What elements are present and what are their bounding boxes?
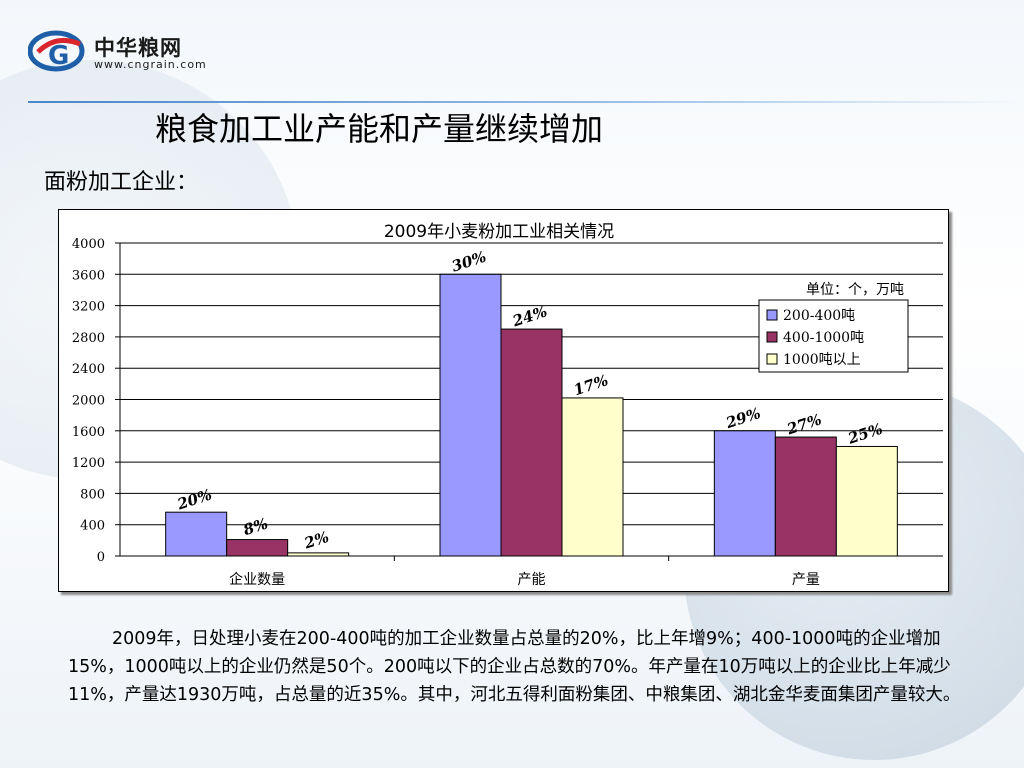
logo-url: www.cngrain.com bbox=[94, 58, 207, 71]
logo-name: 中华粮网 bbox=[94, 36, 182, 60]
bar-1000吨以上-产量 bbox=[835, 445, 898, 557]
y-tick-label: 4000 bbox=[72, 237, 105, 252]
data-label: 29% bbox=[723, 404, 763, 432]
chart-title: 2009年小麦粉加工业相关情况 bbox=[384, 222, 614, 242]
section-subtitle: 面粉加工企业： bbox=[44, 170, 199, 195]
data-label: 2% bbox=[301, 528, 331, 553]
unit-label: 单位：个，万吨 bbox=[806, 282, 904, 298]
bar-1000吨以上-企业数量 bbox=[287, 552, 350, 557]
bar-400-1000吨-企业数量 bbox=[226, 539, 289, 557]
y-tick-label: 2000 bbox=[72, 394, 105, 409]
x-tick-label: 产量 bbox=[792, 572, 820, 588]
y-tick-label: 3200 bbox=[72, 300, 105, 315]
bar-200-400吨-产能 bbox=[439, 273, 502, 557]
legend-box bbox=[758, 299, 909, 373]
data-label: 8% bbox=[241, 514, 270, 539]
y-tick-label: 2800 bbox=[72, 331, 105, 346]
cngrain-logo-icon: G bbox=[28, 30, 85, 72]
data-label: 24% bbox=[510, 302, 550, 330]
data-label: 30% bbox=[449, 248, 488, 276]
y-tick-label: 1200 bbox=[72, 456, 105, 471]
data-label: 27% bbox=[784, 410, 824, 438]
data-label: 17% bbox=[571, 371, 610, 399]
svg-text:G: G bbox=[48, 41, 69, 71]
y-tick-label: 400 bbox=[80, 519, 105, 534]
bar-200-400吨-企业数量 bbox=[165, 511, 228, 557]
legend-label: 1000吨以上 bbox=[783, 352, 861, 368]
y-tick-label: 3600 bbox=[72, 268, 105, 283]
legend-label: 400-1000吨 bbox=[783, 330, 864, 346]
y-tick-label: 800 bbox=[80, 487, 105, 502]
chart-frame: 2009年小麦粉加工业相关情况 0 400 800 1200 1600 2000 2400 28… bbox=[58, 209, 949, 592]
bar-chart: 2009年小麦粉加工业相关情况 0 400 800 1200 1600 2000 2400 28… bbox=[72, 222, 943, 588]
legend-swatch-1 bbox=[766, 331, 778, 343]
legend-swatch-2 bbox=[766, 353, 778, 365]
legend-swatch-0 bbox=[766, 309, 778, 321]
bar-200-400吨-产量 bbox=[713, 430, 776, 557]
cngrain-logo[interactable]: G 中华粮网 www.cngrain.com bbox=[28, 28, 228, 78]
y-tick-label: 1600 bbox=[72, 425, 105, 440]
x-tick-label: 企业数量 bbox=[229, 571, 285, 588]
bar-400-1000吨-产能 bbox=[500, 328, 563, 557]
data-label: 20% bbox=[174, 485, 214, 513]
page-title: 粮食加工业产能和产量继续增加 bbox=[155, 110, 604, 148]
bar-400-1000吨-产量 bbox=[774, 436, 837, 557]
y-tick-label: 2400 bbox=[72, 362, 105, 377]
y-tick-label: 0 bbox=[97, 550, 105, 565]
data-label: 25% bbox=[845, 420, 885, 448]
bar-1000吨以上-产能 bbox=[561, 397, 624, 557]
legend-label: 200-400吨 bbox=[783, 308, 855, 324]
header-divider bbox=[28, 101, 1024, 103]
caption-paragraph: 2009年，日处理小麦在200-400吨的加工企业数量占总量的20%，比上年增9… bbox=[68, 629, 961, 705]
x-tick-label: 产能 bbox=[518, 572, 546, 588]
